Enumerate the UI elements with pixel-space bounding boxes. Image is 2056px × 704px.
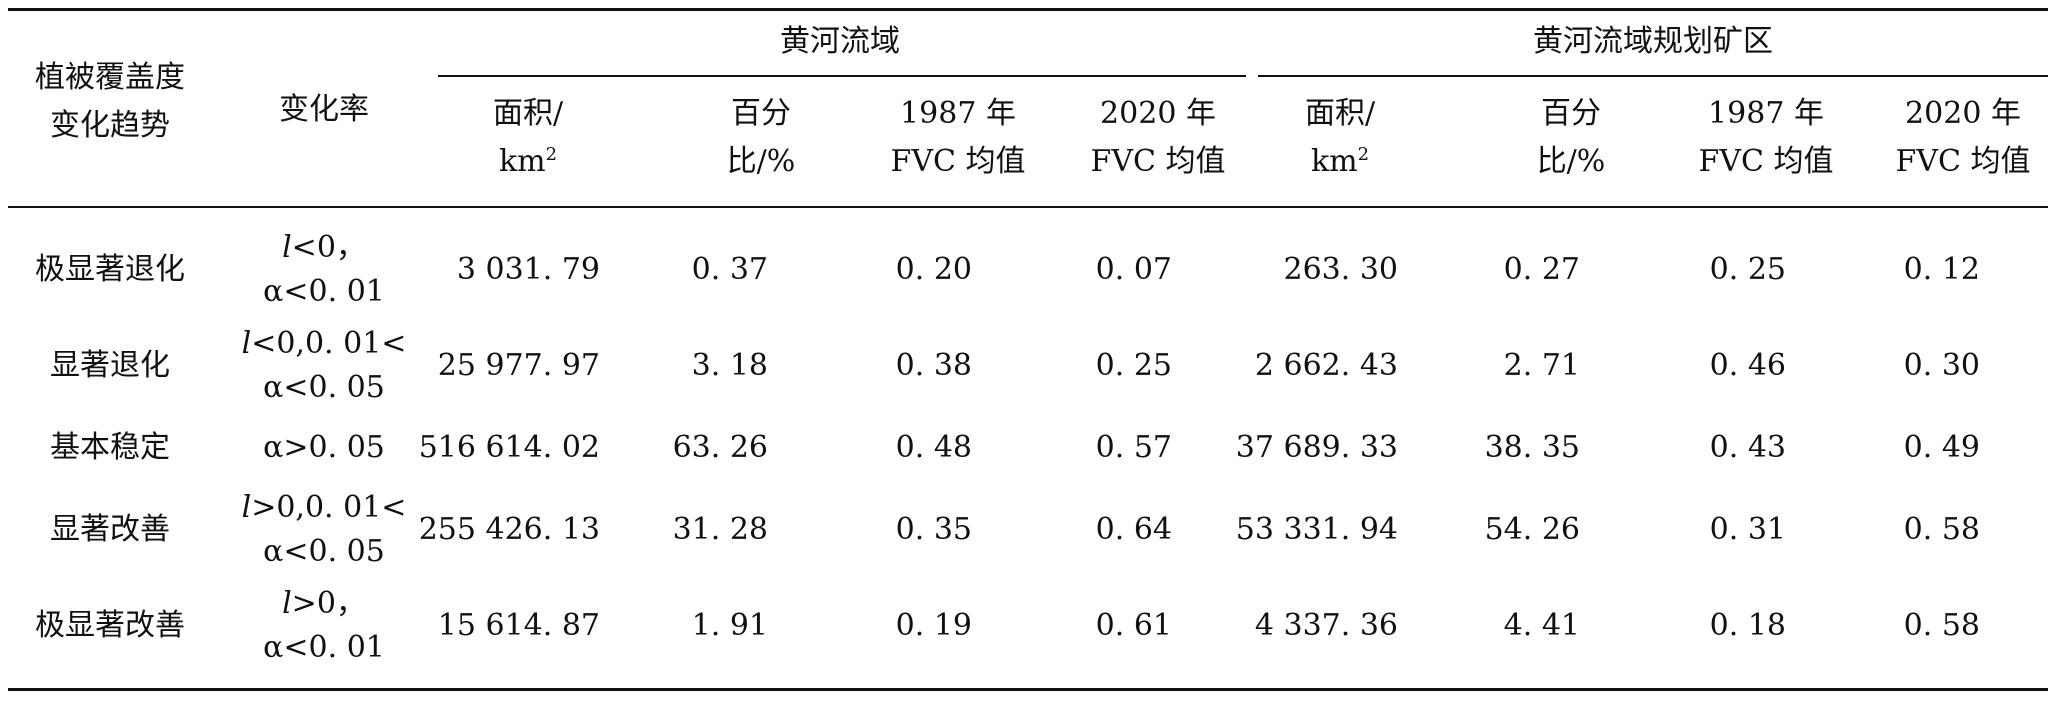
header-trend-line2: 变化趋势: [50, 108, 170, 143]
row-value: 25 977. 97: [437, 348, 600, 383]
header-rule: [8, 206, 2048, 208]
row-value: 1. 91: [691, 608, 768, 643]
subheader-fvc2020-river: 2020 年 FVC 均值: [1090, 96, 1226, 179]
subheader-fvc1987-river: 1987 年 FVC 均值: [890, 96, 1026, 179]
group-rule-yellow-river: [438, 75, 1246, 77]
row-trend: 极显著退化: [35, 252, 185, 287]
row-value: 0. 46: [1709, 348, 1786, 383]
row-rate: l<0， α<0. 01: [263, 230, 385, 309]
row-value: 63. 26: [672, 430, 768, 465]
row-value: 0. 30: [1903, 348, 1980, 383]
row-value: 4. 41: [1503, 608, 1580, 643]
row-value: 0. 31: [1709, 512, 1786, 547]
row-value: 0. 57: [1095, 430, 1172, 465]
row-value: 54. 26: [1484, 512, 1580, 547]
row-trend: 显著改善: [50, 512, 170, 547]
subheader-pct-river: 百分 比/%: [726, 96, 796, 179]
row-trend: 基本稳定: [50, 430, 170, 465]
row-rate: l<0,0. 01< α<0. 05: [241, 326, 407, 405]
row-trend: 极显著改善: [35, 608, 185, 643]
row-value: 263. 30: [1283, 252, 1398, 287]
row-value: 2 662. 43: [1254, 348, 1398, 383]
row-value: 37 689. 33: [1235, 430, 1398, 465]
row-value: 38. 35: [1484, 430, 1580, 465]
row-value: 0. 07: [1095, 252, 1172, 287]
header-trend-line1: 植被覆盖度: [35, 60, 185, 95]
row-value: 3. 18: [691, 348, 768, 383]
header-trend: 植被覆盖度 变化趋势: [35, 54, 185, 150]
row-value: 0. 58: [1903, 608, 1980, 643]
header-group-mining-area: 黄河流域规划矿区: [1533, 24, 1773, 59]
subheader-pct-mining: 百分 比/%: [1536, 96, 1606, 179]
row-value: 3 031. 79: [456, 252, 600, 287]
row-value: 53 331. 94: [1235, 512, 1398, 547]
row-rate: l>0,0. 01< α<0. 05: [241, 490, 407, 569]
bottom-rule: [8, 688, 2048, 691]
subheader-fvc1987-mining: 1987 年 FVC 均值: [1698, 96, 1834, 179]
row-rate: α>0. 05: [263, 430, 385, 465]
subheader-fvc2020-mining: 2020 年 FVC 均值: [1895, 96, 2031, 179]
row-value: 516 614. 02: [418, 430, 600, 465]
row-value: 255 426. 13: [418, 512, 600, 547]
row-value: 0. 35: [895, 512, 972, 547]
row-value: 0. 43: [1709, 430, 1786, 465]
row-trend: 显著退化: [50, 348, 170, 383]
row-value: 0. 61: [1095, 608, 1172, 643]
row-value: 2. 71: [1503, 348, 1580, 383]
row-value: 0. 58: [1903, 512, 1980, 547]
row-value: 4 337. 36: [1254, 608, 1398, 643]
row-value: 0. 48: [895, 430, 972, 465]
group-rule-mining-area: [1258, 75, 2048, 77]
header-rate: 变化率: [279, 92, 369, 127]
row-value: 31. 28: [672, 512, 768, 547]
row-value: 0. 12: [1903, 252, 1980, 287]
row-value: 0. 20: [895, 252, 972, 287]
row-value: 0. 27: [1503, 252, 1580, 287]
subheader-area-river: 面积/km2: [492, 96, 564, 179]
row-value: 0. 18: [1709, 608, 1786, 643]
row-value: 0. 64: [1095, 512, 1172, 547]
header-group-yellow-river: 黄河流域: [780, 24, 900, 59]
row-value: 0. 19: [895, 608, 972, 643]
row-rate: l>0， α<0. 01: [263, 586, 385, 665]
top-rule: [8, 8, 2048, 11]
row-value: 0. 25: [1095, 348, 1172, 383]
subheader-area-mining: 面积/km2: [1304, 96, 1376, 179]
row-value: 0. 49: [1903, 430, 1980, 465]
row-value: 15 614. 87: [437, 608, 600, 643]
row-value: 0. 38: [895, 348, 972, 383]
row-value: 0. 25: [1709, 252, 1786, 287]
row-value: 0. 37: [691, 252, 768, 287]
